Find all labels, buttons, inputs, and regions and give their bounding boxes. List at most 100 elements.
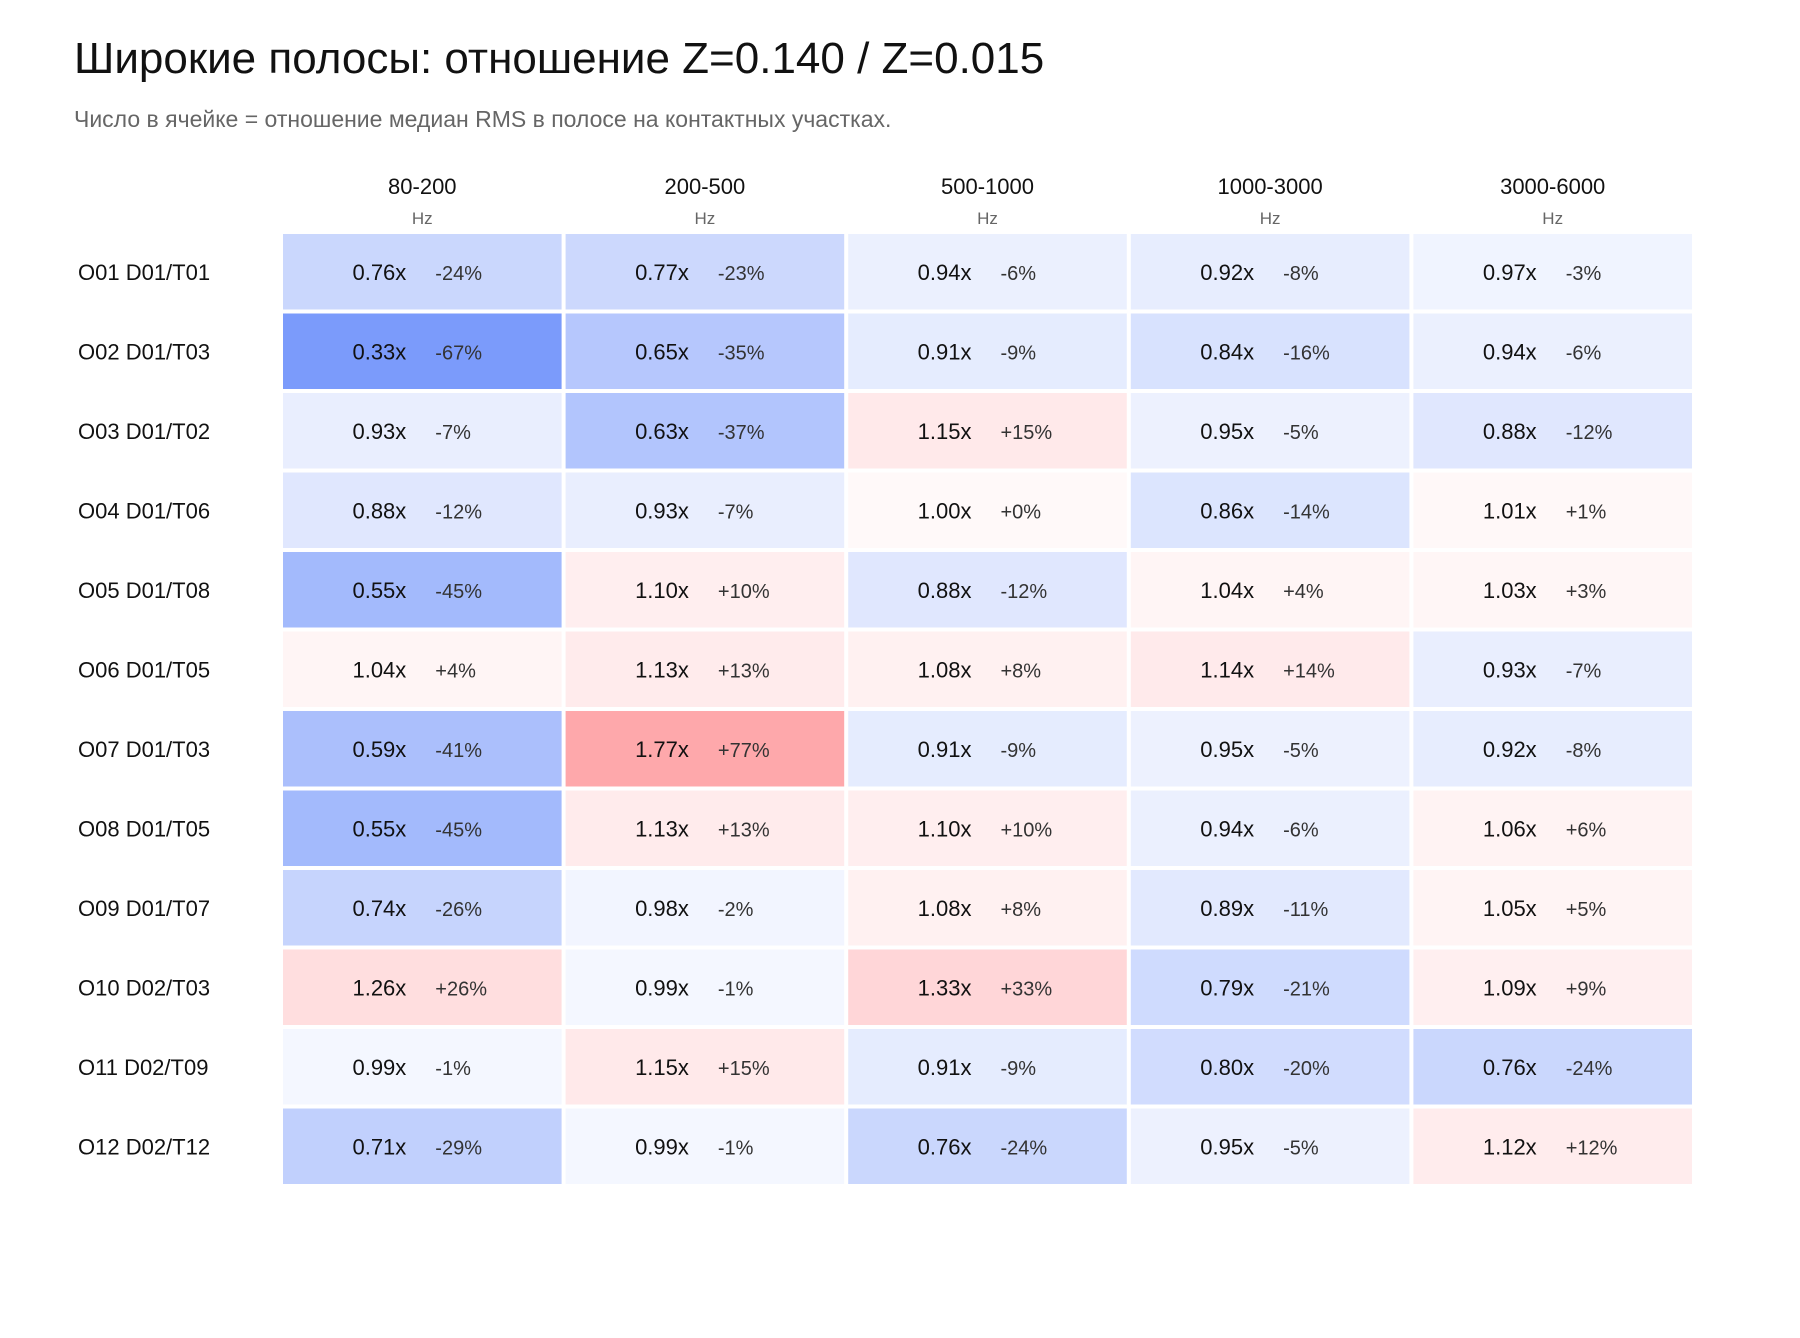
cell-ratio-label: 0.79x — [1200, 975, 1254, 1000]
heatmap-cell — [1130, 1029, 1410, 1105]
heatmap-cell — [283, 711, 562, 787]
cell-percent-label: -1% — [718, 1137, 754, 1159]
cell-percent-label: +6% — [1566, 819, 1607, 841]
cell-ratio-label: 0.88x — [352, 498, 406, 523]
cell-ratio-label: 1.12x — [1483, 1134, 1537, 1159]
column-unit: Hz — [695, 209, 716, 228]
cell-percent-label: +10% — [1001, 819, 1053, 841]
cell-percent-label: +33% — [1001, 978, 1053, 1000]
cell-ratio-label: 0.88x — [1483, 419, 1537, 444]
cell-ratio-label: 0.63x — [635, 419, 689, 444]
cell-ratio-label: 0.94x — [918, 260, 972, 285]
cell-percent-label: -21% — [1283, 978, 1330, 1000]
cell-ratio-label: 0.55x — [352, 578, 406, 603]
cell-ratio-label: 0.91x — [918, 737, 972, 762]
cell-ratio-label: 0.95x — [1200, 737, 1254, 762]
heatmap-cell — [848, 949, 1127, 1025]
cell-ratio-label: 1.04x — [352, 657, 406, 682]
cell-ratio-label: 1.00x — [918, 498, 972, 523]
cell-percent-label: -3% — [1566, 263, 1602, 285]
heatmap-cell — [848, 1029, 1127, 1105]
row-label: O09 D01/T07 — [78, 896, 210, 921]
cell-percent-label: -6% — [1283, 819, 1319, 841]
cell-percent-label: -12% — [1566, 422, 1613, 444]
cell-percent-label: +13% — [718, 660, 770, 682]
cell-percent-label: -5% — [1283, 422, 1319, 444]
column-unit: Hz — [977, 209, 998, 228]
cell-percent-label: -35% — [718, 342, 765, 364]
cell-percent-label: +5% — [1566, 899, 1607, 921]
heatmap-cell — [1413, 313, 1692, 389]
cell-percent-label: +3% — [1566, 581, 1607, 603]
heatmap-cell — [283, 790, 562, 866]
cell-percent-label: -5% — [1283, 1137, 1319, 1159]
cell-percent-label: -5% — [1283, 740, 1319, 762]
cell-percent-label: +8% — [1001, 899, 1042, 921]
heatmap-cell — [283, 234, 562, 310]
heatmap-cell — [1413, 472, 1692, 548]
cell-ratio-label: 1.33x — [918, 975, 972, 1000]
heatmap-cell — [1413, 1108, 1692, 1184]
heatmap-cell — [848, 313, 1127, 389]
heatmap-cell — [1130, 870, 1410, 946]
cell-ratio-label: 0.76x — [918, 1134, 972, 1159]
cell-percent-label: -45% — [435, 819, 482, 841]
cell-ratio-label: 1.26x — [352, 975, 406, 1000]
cell-percent-label: -37% — [718, 422, 765, 444]
cell-ratio-label: 1.05x — [1483, 896, 1537, 921]
cell-percent-label: -67% — [435, 342, 482, 364]
row-label: O12 D02/T12 — [78, 1134, 210, 1159]
heatmap-cell — [1130, 949, 1410, 1025]
row-label: O04 D01/T06 — [78, 498, 210, 523]
row-label: O05 D01/T08 — [78, 578, 210, 603]
heatmap-cell — [1130, 552, 1410, 628]
heatmap-cell — [848, 552, 1127, 628]
cell-ratio-label: 0.98x — [635, 896, 689, 921]
cell-ratio-label: 1.01x — [1483, 498, 1537, 523]
cell-ratio-label: 0.93x — [352, 419, 406, 444]
heatmap-cell — [565, 870, 845, 946]
heatmap-cell — [1413, 949, 1692, 1025]
heatmap-cell — [848, 1108, 1127, 1184]
cell-percent-label: -6% — [1566, 342, 1602, 364]
cell-ratio-label: 0.91x — [918, 1055, 972, 1080]
heatmap-cell — [283, 472, 562, 548]
row-label: O02 D01/T03 — [78, 339, 210, 364]
heatmap-cell — [1413, 631, 1692, 707]
cell-ratio-label: 1.08x — [918, 657, 972, 682]
cell-ratio-label: 1.09x — [1483, 975, 1537, 1000]
heatmap-cell — [565, 472, 845, 548]
cell-ratio-label: 0.99x — [352, 1055, 406, 1080]
cell-percent-label: -12% — [435, 501, 482, 523]
heatmap-cell — [848, 393, 1127, 469]
heatmap-cell — [565, 949, 845, 1025]
heatmap-cell — [848, 472, 1127, 548]
heatmap-cell — [283, 1108, 562, 1184]
cell-percent-label: +12% — [1566, 1137, 1618, 1159]
chart-title: Широкие полосы: отношение Z=0.140 / Z=0.… — [74, 34, 1045, 83]
cell-ratio-label: 1.08x — [918, 896, 972, 921]
heatmap-cell — [565, 631, 845, 707]
cell-percent-label: -12% — [1001, 581, 1048, 603]
cell-percent-label: -24% — [435, 263, 482, 285]
heatmap-cell — [1130, 1108, 1410, 1184]
cell-percent-label: -9% — [1001, 740, 1037, 762]
cell-ratio-label: 0.86x — [1200, 498, 1254, 523]
cell-percent-label: +4% — [1283, 581, 1324, 603]
heatmap-cell — [565, 1029, 845, 1105]
cell-ratio-label: 1.15x — [918, 419, 972, 444]
cell-percent-label: -8% — [1566, 740, 1602, 762]
cell-percent-label: +15% — [1001, 422, 1053, 444]
heatmap-cell — [1130, 393, 1410, 469]
heatmap-cell — [848, 711, 1127, 787]
column-unit: Hz — [1542, 209, 1563, 228]
cell-ratio-label: 0.71x — [352, 1134, 406, 1159]
cell-percent-label: +14% — [1283, 660, 1335, 682]
cell-ratio-label: 0.77x — [635, 260, 689, 285]
heatmap-cell — [565, 1108, 845, 1184]
cell-percent-label: -23% — [718, 263, 765, 285]
cell-percent-label: +77% — [718, 740, 770, 762]
cell-percent-label: -24% — [1566, 1058, 1613, 1080]
cell-ratio-label: 0.91x — [918, 339, 972, 364]
